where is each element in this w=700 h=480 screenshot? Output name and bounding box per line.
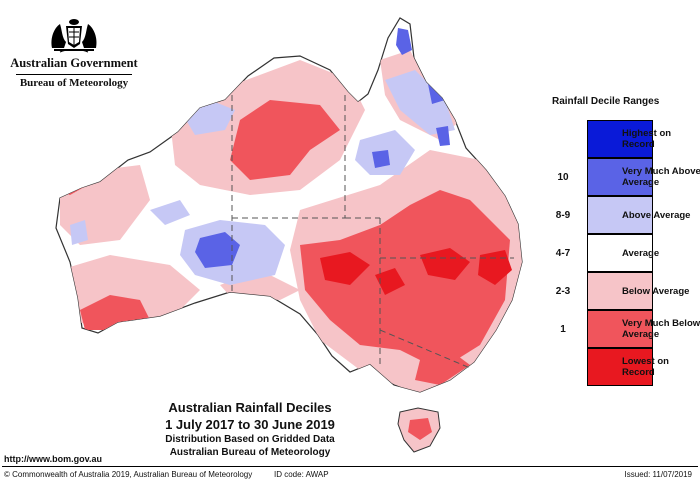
government-name: Australian Government xyxy=(10,56,138,70)
region-lowest-4 xyxy=(375,268,405,295)
region-vmb-north xyxy=(230,100,340,180)
legend-title: Rainfall Decile Ranges xyxy=(552,96,660,107)
region-lowest-3 xyxy=(478,250,512,285)
legend-item: 4-7 Average xyxy=(540,234,700,272)
copyright-text: © Commonwealth of Australia 2019, Austra… xyxy=(4,470,253,479)
map-title: Australian Rainfall Deciles xyxy=(168,400,332,415)
website-link[interactable]: http://www.bom.gov.au xyxy=(4,454,102,464)
issued-date: Issued: 11/07/2019 xyxy=(624,470,692,479)
region-vma-central xyxy=(195,232,240,268)
legend-item: Lowest on Record xyxy=(540,348,700,386)
region-above-west xyxy=(150,200,190,225)
legend-label: Very Much Above Average xyxy=(622,166,700,188)
legend-label: Lowest on Record xyxy=(622,356,669,378)
region-vma-qld2 xyxy=(372,150,390,168)
tasmania-red-patch xyxy=(408,418,432,440)
map-date-range: 1 July 2017 to 30 June 2019 xyxy=(165,417,335,432)
lowest-on-record-regions xyxy=(320,248,512,295)
border-nsw-vic xyxy=(379,329,471,369)
legend-label: Very Much Below Average xyxy=(622,318,700,340)
legend-swatch xyxy=(587,120,653,158)
legend-code: 4-7 xyxy=(555,247,571,259)
legend-item: 1 Very Much Below Average xyxy=(540,310,700,348)
footer-divider xyxy=(2,466,698,467)
logo-divider xyxy=(16,74,132,75)
footer: © Commonwealth of Australia 2019, Austra… xyxy=(4,470,696,480)
coat-of-arms-icon xyxy=(51,19,97,53)
legend-swatch xyxy=(587,348,653,386)
state-borders xyxy=(231,95,514,369)
legend-code xyxy=(540,120,586,158)
bureau-name: Bureau of Meteorology xyxy=(19,77,129,89)
region-above-cape xyxy=(385,70,455,135)
region-lowest-1 xyxy=(320,252,370,285)
legend-label: Average xyxy=(622,247,660,259)
map-subtitle-2: Australian Bureau of Meteorology xyxy=(169,447,331,458)
region-vmb-east xyxy=(300,190,510,370)
region-lowest-2 xyxy=(420,248,470,280)
legend-label: Below Average xyxy=(622,285,690,297)
legend-swatch xyxy=(587,234,653,272)
tasmania xyxy=(397,407,441,453)
legend-code: 8-9 xyxy=(555,209,571,221)
id-code: ID code: AWAP xyxy=(274,470,329,479)
legend-code xyxy=(540,348,586,386)
legend-label: Above Average xyxy=(622,209,691,221)
legend-item: Highest on Record xyxy=(540,120,700,158)
legend-item: 2-3 Below Average xyxy=(540,272,700,310)
legend-item: 8-9 Above Average xyxy=(540,196,700,234)
government-logo: Australian Government Bureau of Meteorol… xyxy=(8,8,140,89)
legend-swatch xyxy=(587,310,653,348)
map-title-block: Australian Rainfall Deciles 1 July 2017 … xyxy=(120,400,380,458)
legend-code: 2-3 xyxy=(555,285,571,297)
legend-code: 1 xyxy=(560,323,566,335)
legend-item: 10 Very Much Above Average xyxy=(540,158,700,196)
legend-code: 10 xyxy=(557,171,569,183)
legend-swatch xyxy=(587,196,653,234)
region-vma-qld3 xyxy=(436,126,450,146)
map-subtitle-1: Distribution Based on Gridded Data xyxy=(165,434,335,445)
region-vmb-se xyxy=(415,350,470,385)
legend-label: Highest on Record xyxy=(622,128,672,150)
legend-swatch xyxy=(587,158,653,196)
legend-swatch xyxy=(587,272,653,310)
region-vma-cape xyxy=(396,28,412,55)
region-above-nw xyxy=(70,220,88,245)
